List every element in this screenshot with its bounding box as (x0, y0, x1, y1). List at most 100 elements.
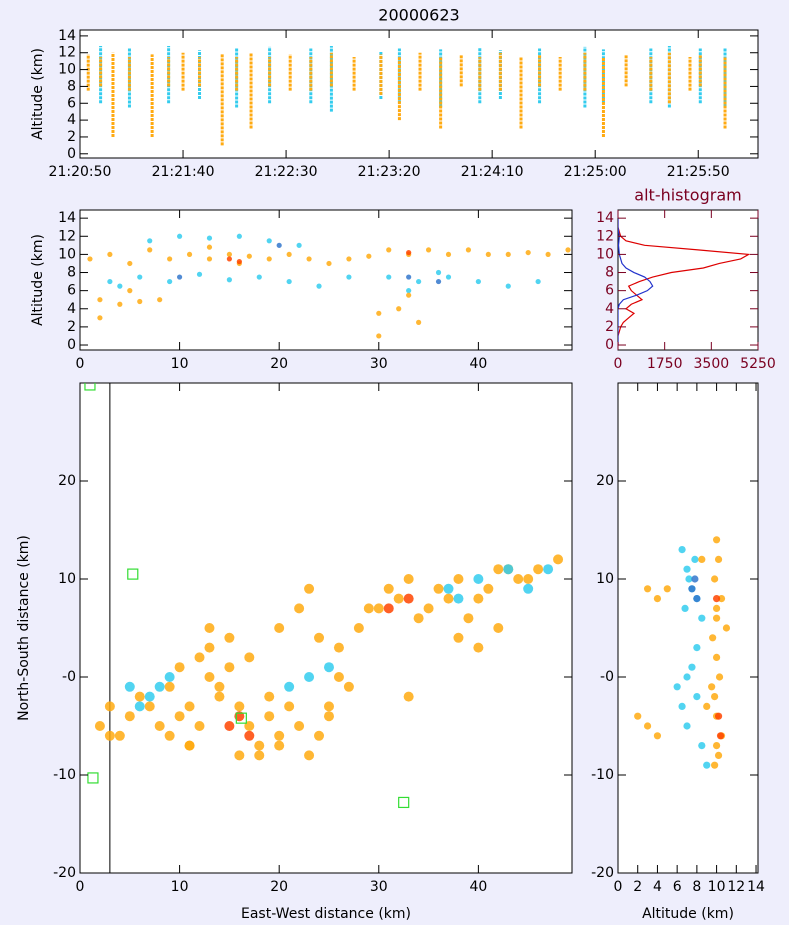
source-point (353, 623, 364, 633)
source-point (286, 251, 292, 258)
source-point (94, 721, 105, 731)
source-point (505, 251, 511, 258)
station (127, 568, 139, 580)
y-tick-label: 4 (67, 301, 76, 317)
source-point (406, 292, 412, 298)
plot (84, 383, 564, 873)
source-point (97, 297, 103, 303)
source-point (693, 644, 701, 652)
y-tick-label: 8 (67, 265, 76, 281)
source-point (254, 740, 265, 751)
source-point (206, 235, 213, 241)
source-point (416, 319, 422, 325)
source-point (453, 593, 464, 604)
source-point (274, 623, 285, 633)
source-point (294, 721, 305, 731)
source-point (443, 593, 454, 604)
source-point (87, 256, 93, 262)
plot (86, 46, 727, 146)
source-point (154, 681, 165, 692)
source-point (343, 681, 354, 692)
source-point (304, 750, 315, 761)
x-tick-label: 6 (673, 879, 682, 895)
source-point (244, 652, 255, 663)
x-tick-label: 0 (76, 356, 85, 372)
source-point (137, 298, 143, 305)
source-point (174, 711, 185, 722)
source-point (206, 244, 213, 250)
source-point (535, 278, 541, 285)
histogram-line (618, 218, 751, 346)
x-tick-label: 10 (708, 879, 726, 895)
source-point (266, 238, 272, 244)
source-point (711, 761, 719, 769)
source-point (493, 623, 504, 633)
source-point (413, 613, 424, 624)
source-point (127, 260, 133, 267)
source-point (274, 730, 285, 741)
y-tick-label: 8 (605, 265, 614, 281)
panel: 0 10 20 30 40 -20 -10 -0 10 20 North-South distanc… (16, 382, 573, 922)
x-axis-label: Altitude (km) (642, 906, 734, 922)
source-point (513, 574, 524, 584)
source-point (406, 274, 412, 280)
plot-area (79, 382, 573, 874)
source-point (473, 593, 484, 604)
source-point (134, 691, 145, 702)
station (84, 383, 96, 391)
source-point (214, 691, 225, 702)
source-point (326, 260, 332, 267)
chart-title: 20000623 (378, 6, 459, 25)
y-axis-label: North-South distance (km) (16, 535, 32, 721)
source-point (206, 256, 213, 262)
source-point (204, 642, 215, 653)
y-tick-label: -10 (591, 767, 614, 783)
source-point (154, 721, 165, 731)
source-point (246, 253, 252, 259)
chart-title: alt-histogram (634, 186, 741, 205)
source-point (708, 683, 716, 691)
source-point (323, 711, 334, 722)
source-point (712, 742, 721, 750)
station (398, 796, 410, 809)
x-tick-label: 40 (469, 879, 487, 895)
source-point (226, 277, 232, 283)
panel: 21:20:50 21:21:40 21:22:30 21:23:20 21:24:10… (30, 6, 759, 180)
source-point (688, 585, 696, 593)
source-point (383, 583, 394, 594)
source-point (104, 701, 115, 712)
source-point (445, 274, 452, 280)
source-point (565, 247, 571, 253)
source-point (333, 672, 344, 682)
source-point (306, 256, 312, 262)
source-point (323, 662, 334, 673)
x-tick-label: 21:21:40 (152, 164, 215, 180)
source-point (376, 333, 382, 339)
source-point (393, 593, 404, 604)
x-tick-label: 2 (633, 879, 642, 895)
source-point (691, 575, 699, 583)
source-point (164, 730, 175, 741)
source-point (523, 574, 534, 584)
y-tick-label: 14 (58, 28, 76, 44)
source-point (226, 256, 232, 262)
source-point (196, 271, 203, 277)
source-point (703, 761, 711, 769)
y-tick-label: -0 (62, 669, 76, 685)
y-tick-label: -20 (53, 865, 76, 881)
source-point (403, 574, 414, 584)
x-tick-label: 21:24:10 (461, 164, 524, 180)
y-tick-label: 6 (67, 283, 76, 299)
source-point (533, 564, 544, 575)
source-point (693, 693, 701, 701)
y-tick-label: 20 (596, 473, 614, 489)
source-point (698, 555, 706, 564)
source-point (164, 672, 175, 682)
x-tick-label: 21:25:00 (564, 164, 627, 180)
source-point (685, 575, 693, 583)
source-point (236, 233, 242, 239)
source-point (425, 247, 432, 253)
y-axis-label: Altitude (km) (30, 48, 46, 140)
source-point (716, 732, 725, 740)
plot-area (617, 382, 759, 874)
